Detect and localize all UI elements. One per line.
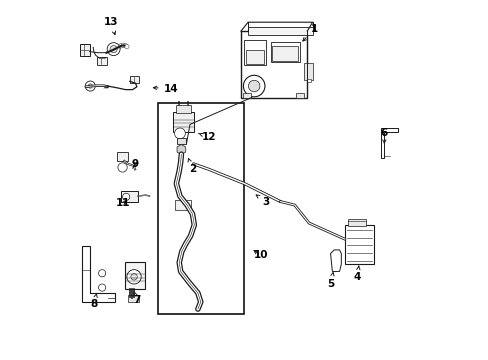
Text: 11: 11 bbox=[116, 198, 130, 208]
Bar bbox=[158, 103, 244, 315]
Circle shape bbox=[126, 270, 141, 284]
Text: 6: 6 bbox=[380, 129, 387, 144]
Bar bbox=[243, 93, 250, 98]
Bar bbox=[247, 27, 312, 35]
Bar bbox=[129, 76, 139, 83]
Circle shape bbox=[122, 193, 129, 201]
Circle shape bbox=[85, 81, 95, 91]
Bar bbox=[244, 40, 265, 65]
Bar bbox=[180, 142, 192, 146]
Circle shape bbox=[177, 144, 195, 162]
Circle shape bbox=[248, 80, 260, 92]
Circle shape bbox=[183, 149, 190, 157]
Text: 5: 5 bbox=[326, 273, 333, 289]
Bar bbox=[97, 57, 106, 65]
Bar bbox=[128, 296, 139, 302]
Circle shape bbox=[124, 44, 129, 49]
Bar bbox=[348, 219, 366, 226]
Circle shape bbox=[243, 75, 264, 97]
Circle shape bbox=[123, 43, 127, 48]
Bar bbox=[172, 112, 194, 132]
Text: 14: 14 bbox=[153, 84, 178, 94]
Circle shape bbox=[116, 45, 120, 49]
Text: 12: 12 bbox=[198, 132, 215, 142]
Bar bbox=[175, 105, 190, 113]
Text: 2: 2 bbox=[188, 158, 196, 174]
Circle shape bbox=[110, 45, 117, 53]
Bar bbox=[272, 46, 297, 60]
Polygon shape bbox=[380, 128, 397, 158]
Text: 7: 7 bbox=[133, 292, 141, 305]
Bar bbox=[182, 160, 190, 164]
Circle shape bbox=[119, 44, 122, 48]
Bar bbox=[174, 201, 190, 211]
Circle shape bbox=[118, 163, 127, 172]
Polygon shape bbox=[82, 246, 115, 302]
Bar bbox=[125, 262, 145, 289]
Text: 10: 10 bbox=[253, 250, 267, 260]
Bar bbox=[121, 191, 138, 202]
Bar bbox=[296, 93, 303, 98]
Bar bbox=[80, 44, 89, 56]
Text: 1: 1 bbox=[302, 24, 317, 41]
Bar bbox=[344, 225, 373, 264]
Bar bbox=[304, 63, 313, 80]
Polygon shape bbox=[330, 250, 341, 271]
Circle shape bbox=[107, 42, 120, 55]
Circle shape bbox=[131, 274, 137, 280]
Bar bbox=[117, 152, 128, 161]
Text: 13: 13 bbox=[103, 17, 118, 35]
Text: 4: 4 bbox=[353, 266, 361, 282]
Bar bbox=[245, 50, 263, 64]
Circle shape bbox=[121, 43, 125, 47]
Text: 8: 8 bbox=[90, 293, 97, 309]
Text: 9: 9 bbox=[131, 159, 139, 169]
Circle shape bbox=[174, 128, 185, 139]
Bar bbox=[177, 138, 185, 144]
Bar bbox=[241, 31, 306, 98]
Circle shape bbox=[99, 284, 105, 291]
Circle shape bbox=[88, 84, 92, 88]
Bar bbox=[271, 42, 300, 62]
Circle shape bbox=[99, 270, 105, 277]
Text: 3: 3 bbox=[256, 195, 269, 207]
Bar bbox=[306, 78, 310, 82]
